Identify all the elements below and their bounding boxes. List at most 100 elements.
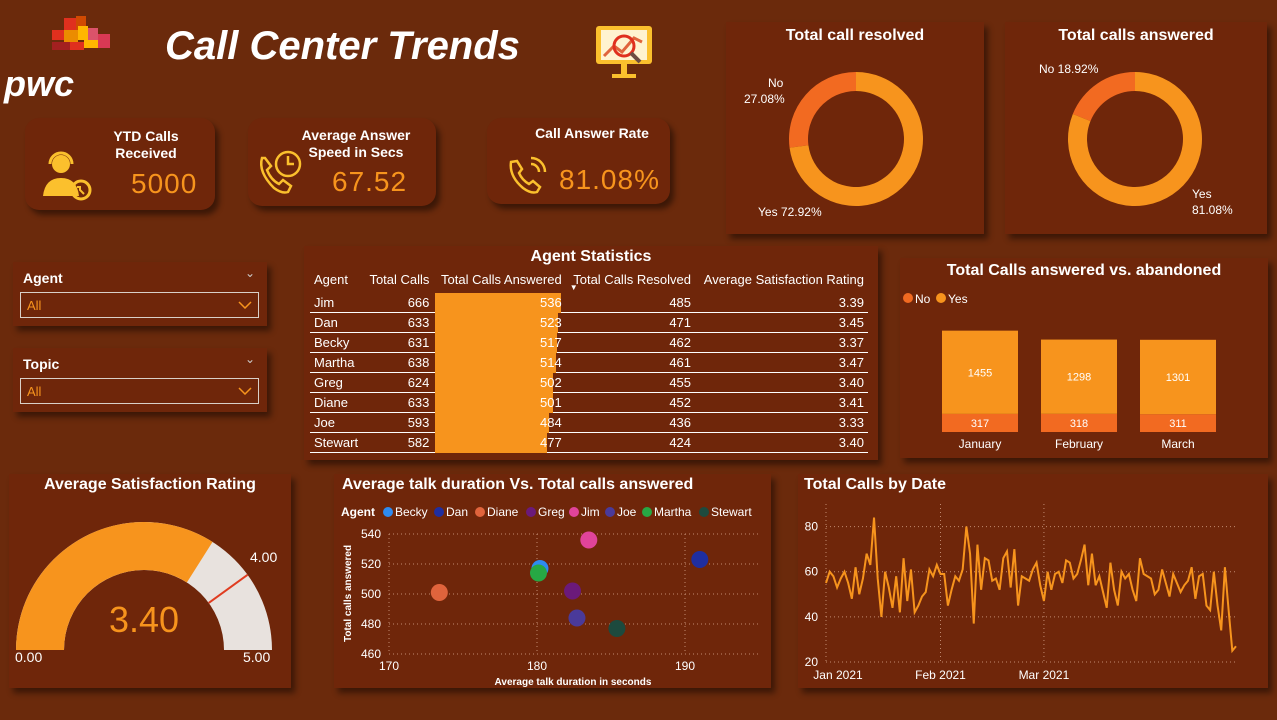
calls-by-date-chart: 20 40 60 80 Jan 2021 Feb 2021 Mar 2021 [805,504,1237,682]
phone-clock-icon [260,150,302,194]
cell-calls-answered: 477 [433,432,566,453]
cell-calls-resolved: 455 [565,372,696,393]
column-header-agent[interactable]: Agent [314,272,348,287]
y-tick-label: 80 [805,520,819,534]
cell-calls-answered: 502 [433,372,566,393]
cell-calls-resolved: 471 [565,312,696,333]
x-tick-label: 180 [527,659,547,673]
kpi-ytd-calls: YTD Calls Received 5000 [25,118,215,210]
chevron-down-icon [238,301,252,309]
calls-answered-bar [435,373,554,393]
legend-dot-greg [526,507,536,517]
legend-yes-label: Yes [948,292,968,306]
y-tick-label: 480 [361,617,381,631]
legend-label-becky: Becky [395,505,428,519]
cell-calls-resolved: 436 [565,412,696,433]
legend-yes-dot [936,293,946,303]
line-card: Total Calls by Date 20 40 60 80 Jan 2021 Feb … [798,474,1268,688]
page-title: Call Center Trends [165,24,520,68]
answered-abandoned-title: Total Calls answered vs. abandoned [946,262,1222,279]
table-row[interactable]: Stewart 582 477 424 3.40 [310,432,868,453]
topic-slicer-label: Topic [23,356,60,372]
cell-satisfaction: 3.33 [695,412,868,433]
table-row[interactable]: Martha 638 514 461 3.47 [310,352,868,373]
cell-calls-answered: 514 [433,352,566,373]
table-row[interactable]: Diane 633 501 452 3.41 [310,392,868,413]
table-row[interactable]: Greg 624 502 455 3.40 [310,372,868,393]
legend-dot-dan [434,507,444,517]
cell-total-calls: 582 [363,432,434,453]
cell-satisfaction: 3.45 [695,312,868,333]
agent-slicer-collapse-icon[interactable]: ⌄ [244,266,255,280]
column-header-calls-resolved-label: Total Calls Resolved [573,272,692,287]
gauge-min-label: 0.00 [15,649,42,665]
category-label: January [959,437,1002,451]
legend-label-dan: Dan [446,505,468,519]
agent-slicer-label: Agent [23,270,63,286]
answered-abandoned-card: Total Calls answered vs. abandoned No Ye… [900,258,1268,458]
bar-no-january [942,413,1018,432]
column-header-total-calls[interactable]: Total Calls [369,272,430,287]
legend-label-jim: Jim [581,505,600,519]
agent-statistics-title: Agent Statistics [530,248,652,265]
column-header-calls-resolved[interactable]: Total Calls Resolved ▼ [566,270,695,293]
calls-answered-bar [435,293,562,313]
donut-answered-slice-no [1072,72,1135,122]
bar-yes-january [942,330,1018,414]
scatter-point-joe [568,609,586,627]
legend-dot-martha [642,507,652,517]
satisfaction-gauge: 3.40 0.00 5.00 4.00 [15,522,277,665]
kpi-speed-value: 67.52 [332,166,408,197]
table-row[interactable]: Becky 631 517 462 3.37 [310,332,868,353]
cell-agent: Diane [310,392,364,413]
table-row[interactable]: Joe 593 484 436 3.33 [310,412,868,433]
bar-yes-label: 1301 [1166,372,1190,384]
line-title: Total Calls by Date [804,476,946,493]
cell-calls-answered: 523 [433,312,566,333]
sort-descending-icon: ▼ [569,283,578,292]
pwc-wordmark: pwc [3,63,74,104]
scatter-point-stewart [608,620,626,637]
column-header-calls-answered[interactable]: Total Calls Answered [441,272,562,287]
calls-answered-value: 502 [540,375,562,390]
bar-yes-february [1041,339,1117,414]
calls-answered-bar [435,393,553,413]
topic-slicer-collapse-icon[interactable]: ⌄ [244,352,255,366]
table-row[interactable]: Jim 666 536 485 3.39 [310,293,868,313]
chevron-down-icon [238,387,252,395]
category-label: February [1055,437,1103,451]
topic-dropdown-value: All [27,384,42,399]
donut-answered-no-label: No 18.92% [1039,62,1099,76]
agent-dropdown[interactable]: All [20,292,259,318]
legend-label-martha: Martha [654,505,692,519]
calls-answered-value: 477 [540,435,562,450]
bar-yes-label: 1298 [1067,372,1091,384]
calls-answered-bar [435,413,549,433]
table-row[interactable]: Dan 633 523 471 3.45 [310,312,868,333]
cell-total-calls: 624 [363,372,434,393]
topic-slicer: Topic ⌄ All [13,348,267,412]
calls-answered-bar [435,333,557,353]
x-tick-label: 170 [379,659,399,673]
gauge-target-label: 4.00 [250,549,277,565]
gauge-card: Average Satisfaction Rating 3.40 0.00 5.… [9,474,291,688]
legend-label-greg: Greg [538,505,565,519]
donut-resolved-card: Total call resolved No 27.08% Yes 72.92% [726,22,984,234]
legend-dot-becky [383,507,393,517]
bar-yes-march [1140,339,1216,415]
column-header-satisfaction[interactable]: Average Satisfaction Rating [703,272,864,287]
x-tick-label: Feb 2021 [915,668,966,682]
topic-dropdown[interactable]: All [20,378,259,404]
bar-no-label: 317 [971,418,989,430]
calls-answered-bar [435,433,548,453]
cell-satisfaction: 3.41 [695,392,868,413]
cell-calls-resolved: 462 [565,332,696,353]
scatter-y-label: Total calls answered [343,545,354,642]
scatter-point-dan [691,551,709,568]
cell-satisfaction: 3.40 [695,372,868,393]
kpi-answer-speed: Average Answer Speed in Secs 67.52 [248,118,436,206]
scatter-point-jim [580,531,598,549]
calls-answered-value: 523 [540,315,562,330]
donut-resolved-title: Total call resolved [785,27,925,44]
y-tick-label: 500 [361,587,381,601]
